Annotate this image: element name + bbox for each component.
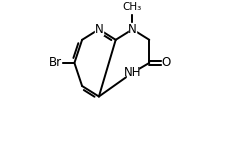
Bar [128,23,136,35]
Bar [95,23,102,35]
Text: NH: NH [123,66,141,79]
Bar [127,1,137,12]
Text: Br: Br [49,56,62,69]
Bar [127,67,137,79]
Text: O: O [161,56,170,69]
Text: CH₃: CH₃ [122,2,142,12]
Text: N: N [128,23,136,36]
Text: N: N [94,23,103,36]
Bar [161,57,169,69]
Bar [49,57,61,69]
